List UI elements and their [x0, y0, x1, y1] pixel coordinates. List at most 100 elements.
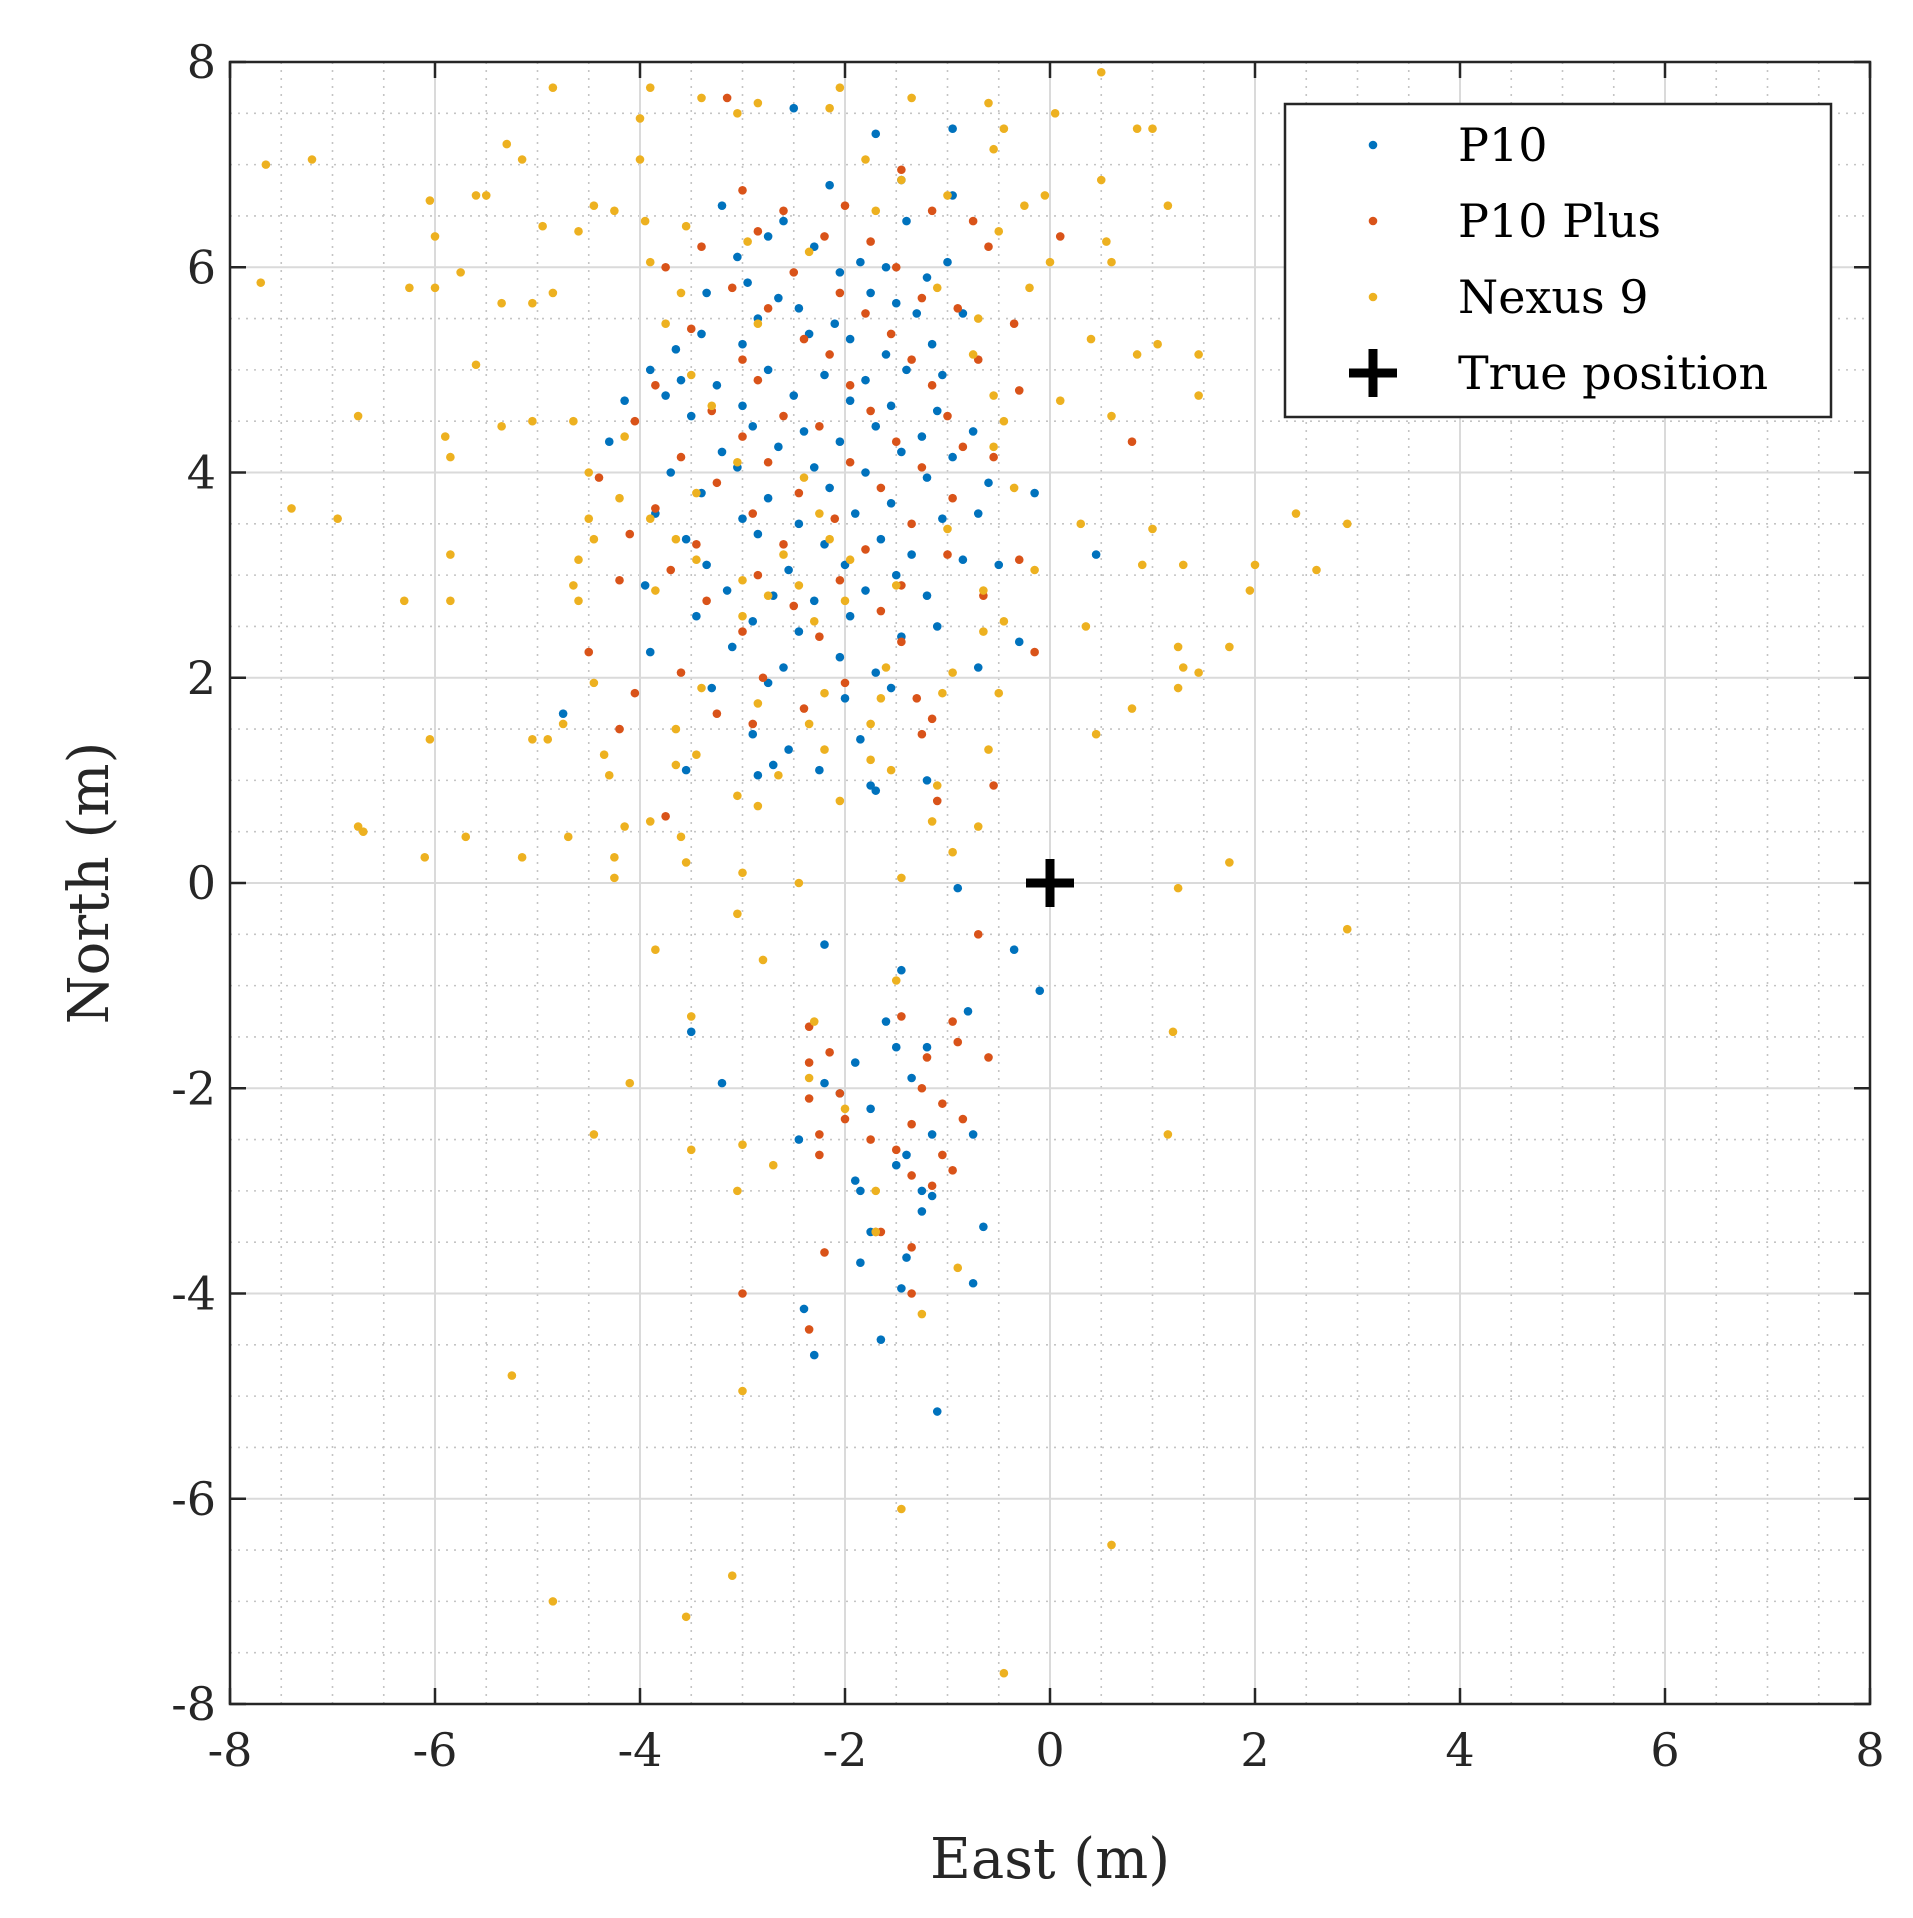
data-point: [789, 391, 799, 400]
data-point: [1014, 386, 1024, 395]
data-point: [943, 411, 952, 421]
data-point: [671, 724, 681, 734]
data-point: [569, 581, 578, 590]
data-point: [922, 1042, 932, 1052]
data-point: [630, 688, 640, 698]
data-point: [574, 596, 583, 606]
data-point: [958, 555, 968, 565]
data-point: [784, 745, 793, 754]
data-point: [871, 1186, 881, 1196]
data-point: [861, 545, 870, 554]
data-point: [907, 550, 916, 559]
data-point: [604, 437, 614, 447]
data-point: [809, 596, 819, 606]
data-point: [953, 883, 963, 893]
data-point: [917, 1207, 927, 1216]
data-point: [1245, 586, 1255, 595]
data-point: [989, 391, 998, 400]
data-point: [897, 1284, 906, 1293]
data-point: [697, 329, 706, 339]
data-point: [1091, 550, 1101, 559]
data-point: [871, 786, 881, 795]
x-tick-label: 0: [1035, 1723, 1064, 1777]
data-point: [866, 719, 875, 729]
data-point: [440, 432, 450, 441]
data-point: [645, 514, 655, 523]
data-point: [1148, 124, 1157, 134]
data-point: [994, 688, 1004, 698]
data-point: [973, 509, 983, 518]
data-point: [692, 488, 701, 498]
data-point: [943, 524, 952, 534]
data-point: [1163, 201, 1173, 210]
data-point: [794, 878, 804, 888]
data-point: [1194, 668, 1203, 677]
legend-label: P10 Plus: [1458, 194, 1661, 248]
data-point: [1127, 437, 1137, 447]
data-point: [948, 668, 957, 677]
data-point: [845, 555, 855, 565]
tick-marks: [228, 60, 1872, 1706]
data-point: [799, 334, 809, 344]
data-point: [697, 93, 706, 103]
data-point: [912, 693, 922, 703]
data-point: [856, 1258, 865, 1268]
data-point: [835, 288, 845, 298]
data-point: [856, 1186, 865, 1196]
x-tick-label: -8: [208, 1723, 253, 1777]
data-point: [676, 288, 686, 298]
data-point: [676, 668, 686, 677]
data-point: [989, 781, 998, 790]
data-point: [891, 1042, 901, 1052]
data-point: [968, 350, 978, 359]
data-point: [850, 509, 860, 518]
data-point: [1014, 555, 1024, 565]
series-true-position: [1026, 859, 1074, 907]
data-point: [938, 1099, 947, 1108]
data-point: [446, 550, 455, 559]
data-point: [686, 1145, 696, 1155]
data-point: [866, 237, 875, 246]
data-point: [779, 540, 788, 549]
y-tick-label: 0: [187, 856, 216, 910]
data-point: [1025, 283, 1034, 293]
data-point: [1107, 1540, 1116, 1550]
data-point: [645, 257, 655, 267]
data-point: [840, 1104, 850, 1114]
data-point: [948, 493, 957, 503]
data-point: [615, 724, 624, 734]
data-point: [748, 617, 758, 626]
data-point: [917, 729, 927, 739]
data-point: [886, 765, 896, 775]
data-point: [615, 493, 624, 503]
series-p10: [558, 103, 1101, 1416]
data-point: [753, 570, 763, 580]
data-point: [471, 360, 481, 370]
data-point: [927, 1191, 937, 1201]
data-point: [625, 529, 635, 539]
data-point: [809, 463, 819, 472]
data-point: [881, 663, 891, 672]
series-layer: [256, 67, 1352, 1678]
data-point: [1291, 509, 1301, 518]
data-point: [333, 514, 342, 523]
data-point: [630, 416, 640, 426]
data-point: [958, 442, 968, 452]
data-point: [753, 529, 763, 539]
data-point: [753, 699, 763, 708]
data-point: [697, 683, 706, 693]
data-point: [820, 940, 829, 949]
data-point: [589, 534, 599, 544]
data-point: [825, 180, 834, 190]
data-point: [820, 1078, 829, 1088]
data-point: [584, 468, 594, 477]
data-point: [738, 432, 747, 441]
data-point: [692, 611, 701, 621]
data-point: [927, 206, 937, 216]
data-point: [538, 221, 547, 231]
data-point: [840, 1114, 850, 1124]
data-point: [891, 1145, 901, 1155]
data-point: [1009, 319, 1019, 328]
data-point: [979, 1222, 988, 1232]
data-point: [738, 868, 747, 878]
